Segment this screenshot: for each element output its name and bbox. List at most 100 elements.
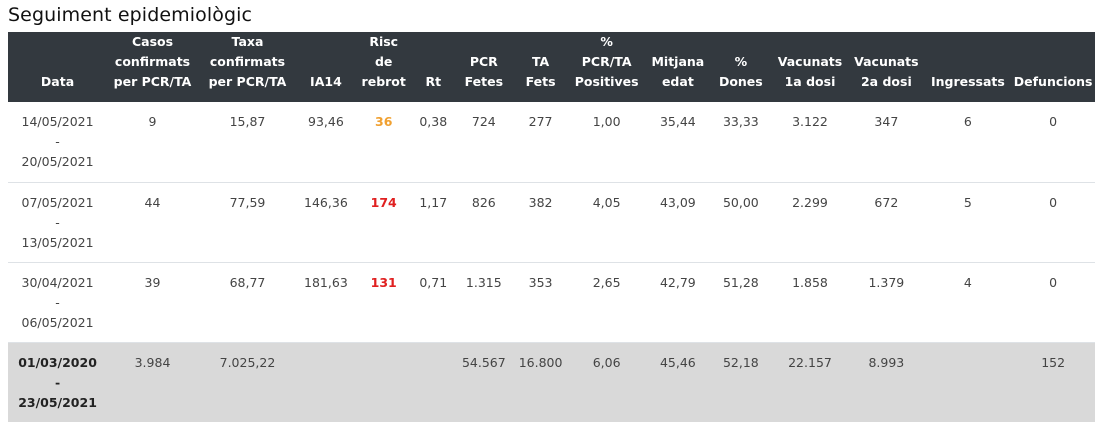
column-header-line: Mitjana [651,54,705,69]
cell-ia14: 146,36 [297,182,355,263]
cell-taxa: 77,59 [197,182,298,263]
date-to: 13/05/2021 [21,234,94,250]
column-header-line: confirmats [209,54,286,69]
cell-positives: 6,06 [567,342,646,422]
column-header-line: IA14 [310,74,342,89]
date-range-cell: 14/05/2021 - 20/05/2021 [8,102,108,183]
column-header: Taxa confirmats per PCR/TA [197,32,298,102]
cell-rt: 1,17 [412,182,454,263]
cell-risc [354,342,413,422]
column-header-line: PCR [469,54,498,69]
date-from: 01/03/2020 [18,354,97,370]
cell-vac2: 672 [848,182,925,263]
column-header: Casos confirmats per PCR/TA [107,32,198,102]
column-header: Vacunats 1a dosi [771,32,849,102]
column-header-line: TA [531,54,550,69]
column-header: Data [8,32,108,102]
cell-pcr: 1.315 [453,262,514,343]
cell-ta: 382 [513,182,568,263]
cell-rt: 0,38 [412,102,454,183]
date-to: 23/05/2021 [18,394,97,410]
date-to: 20/05/2021 [21,154,94,169]
column-header: % Dones [709,32,772,102]
cell-edat: 43,09 [645,182,710,263]
cell-ingressats [924,342,1012,422]
cell-rt [412,342,454,422]
cell-vac1: 22.157 [771,342,849,422]
cell-taxa: 15,87 [197,102,298,183]
column-header-line: Data [40,74,75,89]
table-row: 07/05/2021 - 13/05/2021 44 77,59 146,36 174 1,1… [8,182,1095,263]
epidemiological-table: Data Casos confirmats per PCR/TA Taxa confirm… [8,32,1095,422]
column-header-line: Risc [369,34,399,49]
column-header: Rt [412,32,454,102]
cell-casos: 3.984 [107,342,198,422]
cell-taxa: 68,77 [197,262,298,343]
column-header: PCR Fetes [453,32,514,102]
cell-ia14: 181,63 [297,262,355,343]
column-header: Mitjana edat [645,32,710,102]
column-header-line: edat [661,74,694,89]
cell-vac1: 1.858 [771,262,849,343]
column-header-line: PCR/TA [581,54,632,69]
cell-risc: 36 [354,102,413,183]
column-header-line: Dones [718,74,763,89]
column-header: % PCR/TA Positives [567,32,646,102]
total-row: 01/03/2020 - 23/05/2021 3.984 7.025,22 54.567… [8,342,1095,422]
column-header-line: Ingressats [930,74,1005,89]
column-header: Ingressats [924,32,1012,102]
cell-positives: 2,65 [567,262,646,343]
cell-edat: 35,44 [645,102,710,183]
column-header-line: % [734,54,748,69]
cell-ingressats: 5 [924,182,1012,263]
cell-defuncions: 0 [1011,262,1095,343]
column-header-line: Rt [425,74,442,89]
column-header-line: per PCR/TA [208,74,287,89]
cell-vac2: 347 [848,102,925,183]
cell-casos: 44 [107,182,198,263]
column-header-line: Defuncions [1013,74,1093,89]
cell-vac2: 8.993 [848,342,925,422]
cell-defuncions: 0 [1011,102,1095,183]
date-from: 30/04/2021 [21,274,94,290]
column-header: Defuncions [1011,32,1095,102]
date-to: 06/05/2021 [21,314,94,330]
column-header: Risc de rebrot [354,32,413,102]
column-header-line: Casos [131,34,174,49]
date-separator: - [55,294,60,310]
cell-pcr: 826 [453,182,514,263]
table-row: 30/04/2021 - 06/05/2021 39 68,77 181,63 131 0,7… [8,262,1095,343]
date-separator: - [55,134,60,149]
date-from: 07/05/2021 [21,194,94,210]
column-header-line: Fets [525,74,556,89]
cell-ia14 [297,342,355,422]
cell-positives: 4,05 [567,182,646,263]
column-header-line: Positives [574,74,639,89]
date-range-cell: 01/03/2020 - 23/05/2021 [8,342,108,422]
cell-ta: 277 [513,102,568,183]
cell-risc: 174 [354,182,413,263]
cell-pcr: 724 [453,102,514,183]
cell-ingressats: 6 [924,102,1012,183]
column-header-line: % [600,34,613,49]
column-header-line: rebrot [361,74,406,89]
cell-dones: 51,28 [709,262,772,343]
cell-taxa: 7.025,22 [197,342,298,422]
cell-positives: 1,00 [567,102,646,183]
column-header-line: Vacunats [777,54,843,69]
column-header-line: 2a dosi [860,74,912,89]
column-header: IA14 [297,32,355,102]
column-header-line: confirmats [114,54,191,69]
cell-rt: 0,71 [412,262,454,343]
cell-dones: 52,18 [709,342,772,422]
cell-risc: 131 [354,262,413,343]
column-header-line: Fetes [464,74,504,89]
column-header: Vacunats 2a dosi [848,32,925,102]
column-header-line: 1a dosi [784,74,836,89]
table-header: Data Casos confirmats per PCR/TA Taxa confirm… [8,32,1095,102]
cell-vac1: 3.122 [771,102,849,183]
cell-dones: 33,33 [709,102,772,183]
cell-casos: 9 [107,102,198,183]
table-row: 14/05/2021 - 20/05/2021 9 15,87 93,46 36 0,38 72… [8,102,1095,183]
date-range-cell: 07/05/2021 - 13/05/2021 [8,182,108,263]
